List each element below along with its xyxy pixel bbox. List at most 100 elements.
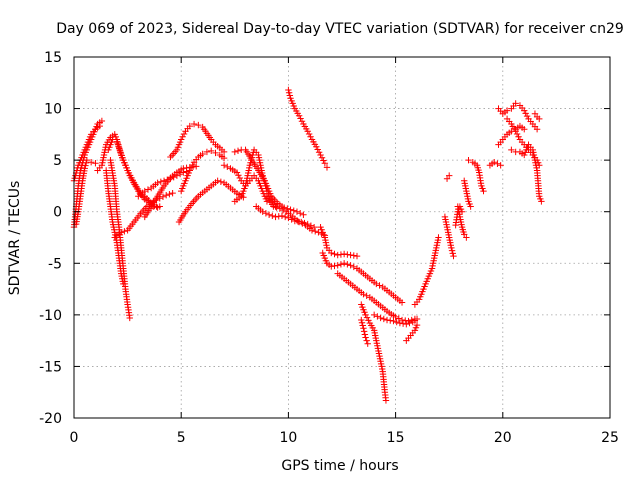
data-point: [157, 178, 165, 186]
x-tick-label: 10: [279, 430, 297, 446]
data-point: [522, 110, 529, 117]
data-point: [188, 164, 195, 171]
data-point: [109, 136, 116, 143]
data-point: [328, 263, 335, 270]
data-point: [208, 147, 215, 155]
data-point: [413, 321, 421, 329]
data-point: [217, 178, 225, 186]
data-point: [293, 208, 301, 215]
data-point: [92, 160, 99, 167]
data-point: [395, 315, 403, 322]
data-point: [364, 340, 371, 347]
data-point: [281, 213, 289, 221]
data-point: [287, 206, 294, 213]
data-point: [398, 299, 406, 306]
data-point: [285, 86, 292, 94]
data-point: [307, 222, 315, 229]
data-point: [276, 205, 284, 212]
data-point: [294, 218, 302, 225]
data-point: [295, 112, 303, 119]
data-point: [314, 146, 321, 153]
data-point: [186, 167, 193, 174]
y-tick-label: -15: [39, 359, 62, 375]
data-point: [363, 292, 370, 299]
data-point: [308, 227, 316, 234]
data-point: [465, 156, 472, 164]
data-point: [87, 159, 95, 166]
data-point: [503, 107, 511, 114]
data-point: [373, 280, 380, 288]
data-point: [370, 311, 378, 319]
data-point: [273, 204, 280, 211]
data-point: [446, 172, 453, 179]
data-point: [212, 149, 219, 157]
data-point: [376, 282, 383, 289]
data-point: [435, 234, 442, 241]
y-tick-label: -20: [39, 411, 62, 427]
data-point: [233, 169, 241, 176]
data-point: [82, 162, 89, 169]
data-point: [533, 126, 541, 133]
data-point: [353, 252, 361, 260]
data-point: [363, 337, 370, 344]
data-point: [98, 117, 106, 125]
data-point: [494, 160, 501, 167]
data-point: [297, 115, 304, 122]
x-axis-label: GPS time / hours: [281, 458, 398, 474]
data-point: [307, 133, 314, 140]
data-point: [358, 316, 365, 324]
data-point: [321, 160, 329, 167]
data-point: [272, 213, 279, 221]
data-point: [512, 100, 519, 107]
data-point: [117, 229, 125, 236]
data-point: [347, 251, 354, 259]
y-tick-label: -10: [39, 308, 62, 324]
data-point: [121, 228, 128, 235]
data-point: [305, 130, 313, 138]
data-point: [458, 208, 466, 215]
data-point: [81, 165, 88, 172]
data-point: [120, 280, 127, 288]
data-point: [234, 147, 242, 155]
grid-lines: [74, 57, 610, 418]
x-tick-label: 15: [387, 430, 405, 446]
data-point: [358, 319, 366, 326]
data-point: [318, 154, 326, 161]
data-point: [290, 207, 297, 214]
data-point: [360, 328, 368, 335]
data-point: [220, 162, 228, 169]
data-point: [189, 161, 196, 169]
data-point: [312, 228, 319, 235]
data-point: [203, 148, 211, 156]
data-point: [360, 325, 367, 332]
data-point: [362, 311, 369, 319]
y-tick-label: -5: [48, 256, 62, 272]
data-point: [220, 148, 228, 156]
data-point: [298, 118, 306, 125]
data-point: [350, 263, 357, 271]
data-point: [313, 143, 320, 150]
data-point: [350, 252, 357, 259]
data-point: [363, 314, 371, 321]
data-point: [334, 251, 341, 259]
data-point: [231, 148, 238, 156]
data-point: [178, 136, 185, 143]
data-point: [179, 133, 186, 140]
data-point: [169, 189, 176, 197]
data-point: [393, 318, 400, 326]
data-point: [236, 174, 244, 182]
data-point: [377, 314, 384, 322]
data-point: [538, 198, 545, 205]
data-point: [141, 187, 148, 195]
data-point: [467, 203, 474, 210]
data-point: [279, 206, 287, 214]
data-point: [361, 331, 369, 338]
data-point: [387, 317, 394, 324]
data-point: [340, 260, 348, 267]
data-point: [296, 210, 304, 217]
data-point: [220, 154, 228, 162]
data-point: [193, 163, 200, 170]
data-point: [159, 193, 167, 200]
data-point: [285, 89, 293, 96]
